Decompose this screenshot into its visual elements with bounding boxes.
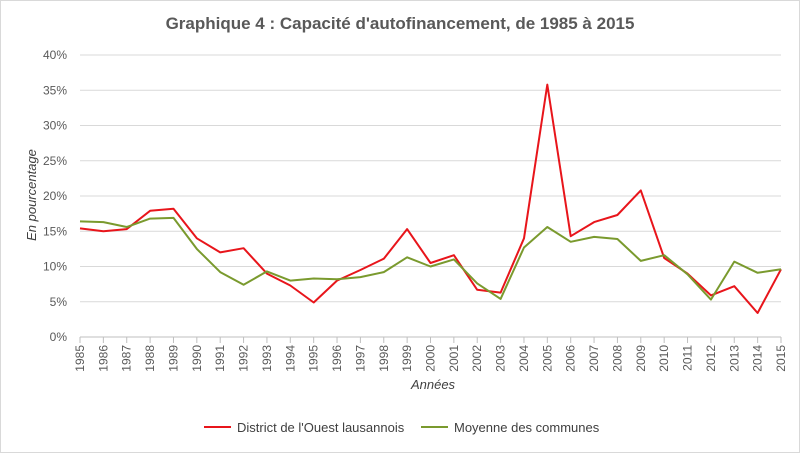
x-tick-label: 1990 [190,345,204,372]
x-tick-label: 2015 [774,345,788,372]
x-tick-label: 1988 [143,345,157,372]
x-tick-label: 1989 [166,345,180,372]
y-tick-label: 20% [43,189,67,203]
chart-title: Graphique 4 : Capacité d'autofinancement… [165,14,635,33]
x-tick-label: 2006 [564,345,578,372]
y-tick-label: 0% [50,330,68,344]
y-axis-title: En pourcentage [24,149,39,241]
x-tick-label: 1993 [260,345,274,372]
y-tick-label: 25% [43,154,67,168]
y-tick-label: 10% [43,260,67,274]
y-tick-label: 5% [50,295,68,309]
x-tick-label: 2008 [610,345,624,372]
x-tick-label: 1986 [96,345,110,372]
x-axis: 1985 1986 1987 1988 1989 1990 1991 1992 1993 1994… [73,336,788,372]
x-tick-label: 1998 [377,345,391,372]
x-tick-label: 2005 [540,345,554,372]
gridlines [80,54,781,338]
y-tick-label: 30% [43,119,67,133]
x-tick-label: 1985 [73,345,87,372]
legend-label: District de l'Ouest lausannois [237,420,405,435]
series-line-1 [79,83,782,314]
x-axis-title: Années [410,377,456,392]
x-tick-label: 2002 [470,345,484,372]
x-tick-label: 1995 [307,345,321,372]
x-tick-label: 2003 [494,345,508,372]
y-tick-label: 15% [43,224,67,238]
x-tick-label: 2014 [751,345,765,372]
x-tick-label: 1997 [353,345,367,372]
x-tick-label: 2011 [681,345,695,371]
x-tick-label: 2000 [424,345,438,372]
x-tick-label: 2007 [587,345,601,372]
series-line-2 [79,216,782,301]
x-tick-label: 1999 [400,345,414,372]
x-tick-label: 1987 [120,345,134,372]
x-tick-label: 1992 [237,345,251,372]
x-tick-label: 2013 [727,345,741,372]
x-tick-label: 2001 [447,345,461,372]
x-tick-label: 2010 [657,345,671,372]
x-tick-label: 2009 [634,345,648,372]
y-tick-label: 35% [43,83,67,97]
series-lines [79,83,782,314]
legend-label: Moyenne des communes [454,420,600,435]
x-tick-label: 1994 [283,345,297,372]
y-axis-ticks: 0% 5% 10% 15% 20% 25% 30% 35% 40% [43,48,67,344]
x-tick-label: 1996 [330,345,344,372]
x-tick-label: 2004 [517,345,531,372]
y-tick-label: 40% [43,48,67,62]
legend: District de l'Ouest lausannois Moyenne de… [204,420,600,435]
x-tick-label: 2012 [704,345,718,372]
x-tick-label: 1991 [213,345,227,372]
